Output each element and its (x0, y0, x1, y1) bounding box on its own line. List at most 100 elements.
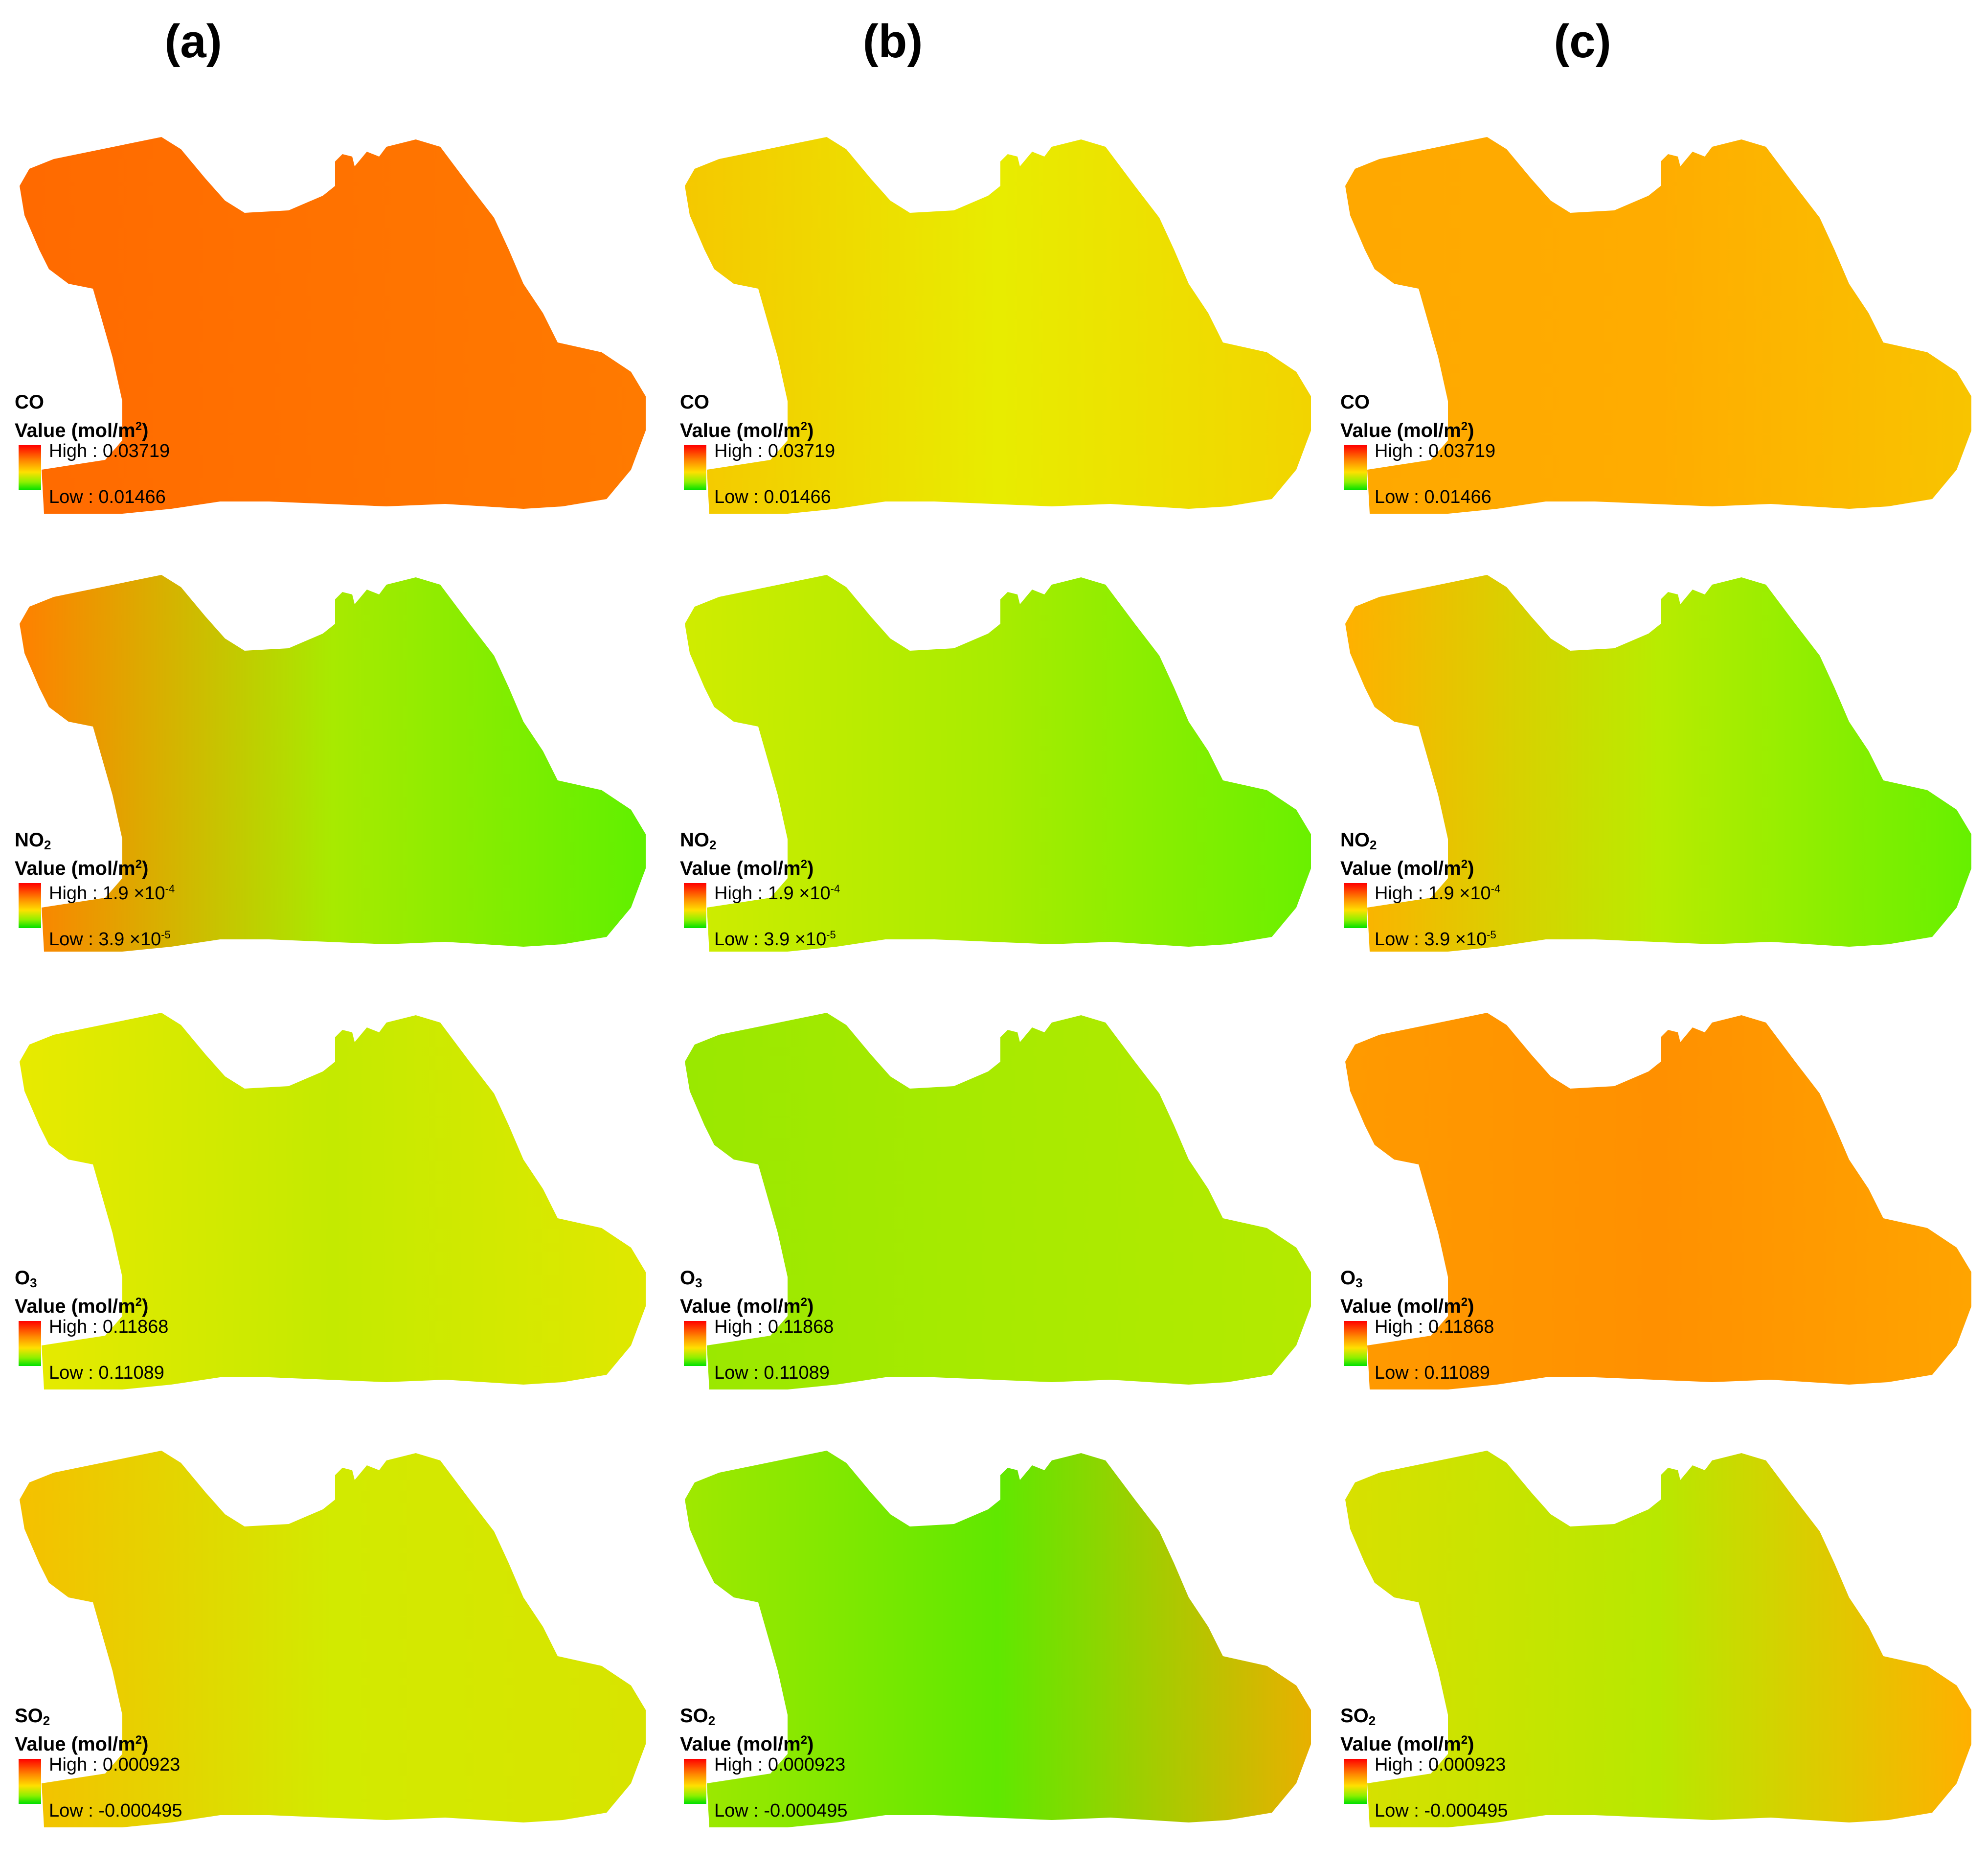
legend-color-ramp (1344, 1759, 1367, 1804)
map-surface (685, 1013, 1311, 1389)
map-region (1345, 137, 1971, 514)
legend-color-ramp (19, 883, 41, 928)
map-legend: O3 Value (mol/m2) High : 0.11868 Low : 0.11… (1340, 1267, 1781, 1394)
legend-low: Low : 3.9 ×10-5 (714, 929, 836, 950)
legend-pollutant: CO (680, 391, 709, 413)
map-surface (20, 1013, 646, 1389)
legend-low: Low : -0.000495 (49, 1800, 182, 1821)
legend-color-ramp (1344, 883, 1367, 928)
legend-low: Low : 0.01466 (714, 487, 831, 507)
map-panel: SO2 Value (mol/m2) High : 0.000923 Low : -0… (15, 1441, 675, 1832)
map-region (685, 1013, 1311, 1389)
legend-color-ramp (684, 1759, 706, 1804)
legend-pollutant: SO2 (1340, 1705, 1376, 1728)
map-legend: NO2 Value (mol/m2) High : 1.9 ×10-4 Low : 3… (15, 829, 455, 956)
legend-value-label: Value (mol/m2) (1340, 1296, 1474, 1317)
map-panel: SO2 Value (mol/m2) High : 0.000923 Low : -0… (1340, 1441, 1988, 1832)
legend-high: High : 1.9 ×10-4 (49, 883, 175, 904)
map-region (685, 137, 1311, 514)
legend-pollutant: O3 (15, 1267, 37, 1290)
map-panel: O3 Value (mol/m2) High : 0.11868 Low : 0.11… (1340, 1003, 1988, 1394)
legend-low: Low : 3.9 ×10-5 (1375, 929, 1496, 950)
map-region (1345, 1013, 1971, 1389)
map-legend: SO2 Value (mol/m2) High : 0.000923 Low : -0… (15, 1705, 455, 1832)
legend-color-ramp (684, 1321, 706, 1366)
map-legend: SO2 Value (mol/m2) High : 0.000923 Low : -0… (1340, 1705, 1781, 1832)
map-region (685, 575, 1311, 952)
legend-value-label: Value (mol/m2) (680, 1296, 814, 1317)
map-panel: NO2 Value (mol/m2) High : 1.9 ×10-4 Low : 3… (1340, 565, 1988, 956)
legend-high: High : 0.11868 (1375, 1317, 1494, 1337)
legend-color-ramp (684, 445, 706, 490)
map-panel: NO2 Value (mol/m2) High : 1.9 ×10-4 Low : 3… (15, 565, 675, 956)
column-title: (b) (862, 15, 923, 68)
map-surface (1345, 575, 1971, 952)
legend-pollutant: CO (15, 391, 44, 413)
map-surface (20, 1451, 646, 1827)
legend-value-label: Value (mol/m2) (15, 858, 149, 879)
legend-pollutant: O3 (680, 1267, 702, 1290)
legend-low: Low : 0.01466 (49, 487, 166, 507)
legend-high: High : 1.9 ×10-4 (1375, 883, 1501, 904)
map-region (685, 1451, 1311, 1827)
map-panel: SO2 Value (mol/m2) High : 0.000923 Low : -0… (680, 1441, 1340, 1832)
legend-pollutant: O3 (1340, 1267, 1363, 1290)
legend-low: Low : 0.11089 (1375, 1363, 1490, 1383)
legend-value-label: Value (mol/m2) (680, 420, 814, 441)
map-region (1345, 575, 1971, 952)
column-title: (a) (164, 15, 222, 68)
map-surface (20, 137, 646, 514)
legend-high: High : 0.03719 (1375, 441, 1496, 461)
map-legend: NO2 Value (mol/m2) High : 1.9 ×10-4 Low : 3… (680, 829, 1120, 956)
legend-value-label: Value (mol/m2) (1340, 420, 1474, 441)
map-panel: O3 Value (mol/m2) High : 0.11868 Low : 0.11… (680, 1003, 1340, 1394)
legend-high: High : 0.000923 (714, 1754, 846, 1775)
map-region (20, 1451, 646, 1827)
legend-color-ramp (19, 1321, 41, 1366)
map-legend: NO2 Value (mol/m2) High : 1.9 ×10-4 Low : 3… (1340, 829, 1781, 956)
legend-low: Low : 0.11089 (714, 1363, 830, 1383)
legend-low: Low : 3.9 ×10-5 (49, 929, 171, 950)
legend-color-ramp (1344, 1321, 1367, 1366)
map-legend: CO Value (mol/m2) High : 0.03719 Low : 0.01… (1340, 391, 1781, 519)
map-region (20, 575, 646, 952)
legend-low: Low : 0.11089 (49, 1363, 164, 1383)
legend-value-label: Value (mol/m2) (15, 1296, 149, 1317)
legend-color-ramp (684, 883, 706, 928)
legend-pollutant: CO (1340, 391, 1370, 413)
map-legend: O3 Value (mol/m2) High : 0.11868 Low : 0.11… (15, 1267, 455, 1394)
legend-pollutant: NO2 (1340, 829, 1377, 852)
map-panel: O3 Value (mol/m2) High : 0.11868 Low : 0.11… (15, 1003, 675, 1394)
legend-pollutant: SO2 (15, 1705, 50, 1728)
column-title: (c) (1554, 15, 1611, 68)
legend-pollutant: SO2 (680, 1705, 716, 1728)
map-legend: SO2 Value (mol/m2) High : 0.000923 Low : -0… (680, 1705, 1120, 1832)
legend-value-label: Value (mol/m2) (680, 1733, 814, 1755)
legend-color-ramp (19, 445, 41, 490)
legend-high: High : 0.11868 (714, 1317, 834, 1337)
legend-low: Low : -0.000495 (714, 1800, 848, 1821)
map-region (1345, 1451, 1971, 1827)
map-surface (1345, 137, 1971, 514)
map-surface (1345, 1451, 1971, 1827)
map-legend: CO Value (mol/m2) High : 0.03719 Low : 0.01… (680, 391, 1120, 519)
map-region (20, 1013, 646, 1389)
legend-value-label: Value (mol/m2) (15, 1733, 149, 1755)
legend-value-label: Value (mol/m2) (1340, 1733, 1474, 1755)
map-panel: CO Value (mol/m2) High : 0.03719 Low : 0.01… (680, 127, 1340, 519)
legend-high: High : 0.03719 (49, 441, 170, 461)
legend-value-label: Value (mol/m2) (15, 420, 149, 441)
map-surface (1345, 1013, 1971, 1389)
map-surface (20, 575, 646, 952)
map-legend: CO Value (mol/m2) High : 0.03719 Low : 0.01… (15, 391, 455, 519)
legend-low: Low : -0.000495 (1375, 1800, 1508, 1821)
map-surface (685, 137, 1311, 514)
legend-high: High : 0.03719 (714, 441, 836, 461)
legend-pollutant: NO2 (15, 829, 51, 852)
map-surface (685, 575, 1311, 952)
legend-low: Low : 0.01466 (1375, 487, 1491, 507)
legend-color-ramp (1344, 445, 1367, 490)
legend-color-ramp (19, 1759, 41, 1804)
legend-value-label: Value (mol/m2) (680, 858, 814, 879)
map-legend: O3 Value (mol/m2) High : 0.11868 Low : 0.11… (680, 1267, 1120, 1394)
